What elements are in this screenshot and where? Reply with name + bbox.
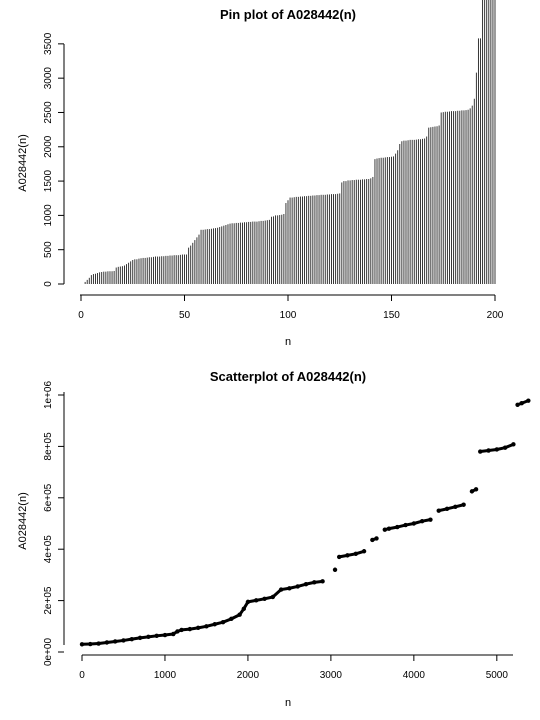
pin-plot-panel: Pin plot of A028442(n) n A028442(n) 0 50 1… [17, 0, 504, 348]
scatter-point-run [470, 487, 478, 493]
scatter-plot-points [79, 398, 531, 647]
pin-plot-title: Pin plot of A028442(n) [220, 7, 356, 22]
scatter-plot-y-ticks: 0e+00 2e+05 4e+05 6e+05 8e+05 1e+06 [43, 381, 64, 667]
scatter-point-run [370, 536, 379, 542]
scatter-point-run [520, 399, 530, 405]
scatter-plot-y-tick-label: 4e+05 [43, 535, 54, 564]
scatter-plot-x-axis-label: n [285, 697, 291, 709]
scatter-point-run [271, 588, 283, 599]
scatter-plot-y-tick-label: 0e+00 [43, 638, 54, 667]
scatter-point-run [453, 503, 466, 509]
scatter-plot-panel: Scatterplot of A028442(n) n A028442(n) 0… [17, 369, 531, 709]
scatter-plot-x-tick-label: 3000 [320, 670, 343, 681]
scatter-plot-x-tick-label: 4000 [403, 670, 426, 681]
pin-plot-y-tick-label: 2500 [43, 101, 54, 124]
pin-plot-y-tick-label: 3500 [43, 32, 54, 55]
scatter-plot-y-tick-label: 1e+06 [43, 381, 54, 410]
scatter-point [332, 567, 338, 572]
pin-plot-y-ticks: 0 500 1000 1500 2000 2500 3000 3500 [43, 32, 64, 287]
pin-plot-x-axis-label: n [285, 336, 291, 348]
pin-plot-y-tick-label: 3000 [43, 67, 54, 90]
scatter-plot-y-tick-label: 2e+05 [43, 586, 54, 615]
scatter-plot-x-ticks: 0 1000 2000 3000 4000 5000 [79, 655, 508, 681]
pin-plot-x-tick-label: 150 [383, 310, 400, 321]
scatter-point-run [229, 613, 242, 621]
pin-plot-y-tick-label: 0 [43, 281, 54, 287]
pin-plot-y-tick-label: 1000 [43, 204, 54, 227]
scatter-plot-y-axis-label: A028442(n) [17, 492, 29, 550]
pin-plot-y-tick-label: 1500 [43, 170, 54, 193]
scatter-plot-title: Scatterplot of A028442(n) [210, 369, 366, 384]
pin-plot-x-tick-label: 0 [78, 310, 84, 321]
pin-plot-y-tick-label: 2000 [43, 135, 54, 158]
pin-plot-y-axis-label: A028442(n) [17, 134, 29, 192]
scatter-plot-x-tick-label: 1000 [154, 670, 177, 681]
pin-plot-x-tick-label: 100 [280, 310, 297, 321]
scatter-plot-x-tick-label: 0 [79, 670, 85, 681]
scatter-plot-y-tick-label: 8e+05 [43, 432, 54, 461]
scatter-point-run [420, 518, 432, 523]
scatter-point-run [503, 442, 515, 450]
pin-plot-x-ticks: 0 50 100 150 200 [78, 295, 504, 321]
scatter-plot-x-tick-label: 5000 [486, 670, 509, 681]
scatter-plot-x-tick-label: 2000 [237, 670, 260, 681]
scatter-point-run [354, 549, 366, 556]
scatter-plot-y-tick-label: 6e+05 [43, 483, 54, 512]
pin-plot-y-tick-label: 500 [43, 241, 54, 258]
pin-plot-x-tick-label: 50 [179, 310, 191, 321]
pin-plot-pins [84, 0, 496, 284]
scatter-point-run [312, 579, 325, 584]
pin-plot-x-tick-label: 200 [487, 310, 504, 321]
